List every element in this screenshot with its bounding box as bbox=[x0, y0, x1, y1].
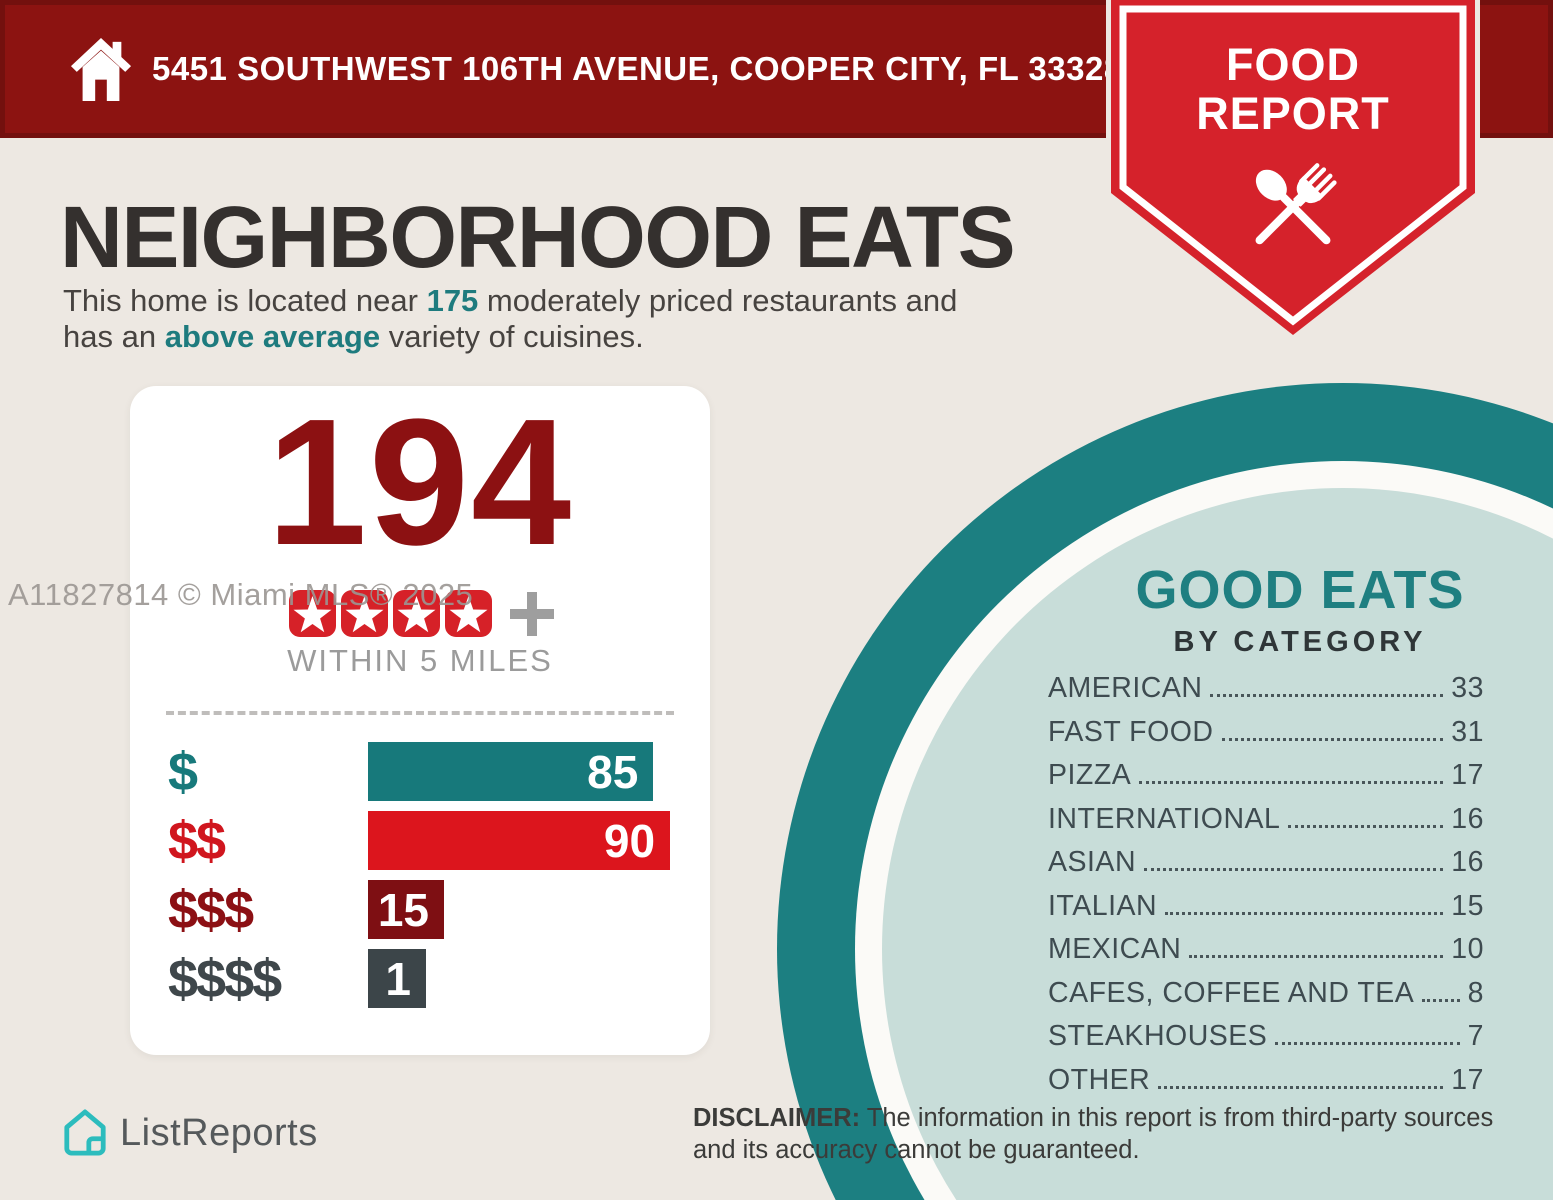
category-label: CAFES, COFFEE AND TEA bbox=[1048, 976, 1415, 1009]
price-bars-chart: $85 $$ 90 $$$ 15 $$$$ 1 bbox=[130, 742, 710, 1018]
dashed-divider bbox=[166, 711, 674, 715]
good-eats-title: GOOD EATS bbox=[1135, 560, 1465, 620]
category-row: ASIAN 16 bbox=[1048, 841, 1484, 885]
home-icon bbox=[70, 30, 132, 111]
category-row: INTERNATIONAL 16 bbox=[1048, 798, 1484, 842]
category-label: STEAKHOUSES bbox=[1048, 1020, 1268, 1053]
dotted-leader bbox=[1422, 998, 1460, 1002]
star-rating bbox=[130, 590, 710, 637]
category-label: AMERICAN bbox=[1048, 672, 1203, 705]
category-value: 16 bbox=[1451, 802, 1484, 835]
dotted-leader bbox=[1275, 1042, 1460, 1046]
radius-label: WITHIN 5 MILES bbox=[287, 643, 553, 678]
category-value: 7 bbox=[1467, 1020, 1484, 1053]
category-row: STEAKHOUSES 7 bbox=[1048, 1015, 1484, 1059]
listreports-logo-icon bbox=[64, 1109, 106, 1156]
price-bar: 1 bbox=[368, 949, 426, 1008]
good-eats-header: GOOD EATS BY CATEGORY bbox=[1050, 559, 1550, 659]
dotted-leader bbox=[1139, 781, 1444, 785]
price-bar-row: $85 bbox=[130, 741, 710, 802]
price-tier-label: $$$ bbox=[168, 879, 254, 940]
category-row: PIZZA 17 bbox=[1048, 754, 1484, 798]
price-tier-label: $$ bbox=[168, 810, 226, 871]
category-value: 17 bbox=[1451, 1063, 1484, 1096]
property-address: 5451 SOUTHWEST 106TH AVENUE, COOPER CITY… bbox=[152, 50, 1123, 87]
category-value: 31 bbox=[1451, 715, 1484, 748]
ribbon-shape bbox=[1106, 0, 1480, 342]
intro-seg4: variety of cuisines. bbox=[380, 319, 644, 354]
category-label: ASIAN bbox=[1048, 846, 1137, 879]
price-bar-row: $$$ 15 bbox=[130, 879, 710, 940]
price-tier-label: $ bbox=[168, 741, 198, 802]
listreports-brand-name: ListReports bbox=[120, 1111, 318, 1154]
category-value: 15 bbox=[1451, 889, 1484, 922]
good-eats-subtitle: BY CATEGORY bbox=[1173, 626, 1427, 658]
category-label: OTHER bbox=[1048, 1063, 1151, 1096]
category-label: ITALIAN bbox=[1048, 889, 1158, 922]
dotted-leader bbox=[1210, 694, 1444, 698]
disclaimer: DISCLAIMER: The information in this repo… bbox=[693, 1103, 1508, 1166]
category-value: 17 bbox=[1451, 759, 1484, 792]
restaurant-count-highlight: 175 bbox=[426, 283, 479, 318]
dotted-leader bbox=[1288, 824, 1444, 828]
ribbon-title-line1: FOOD bbox=[1226, 39, 1360, 90]
plus-icon bbox=[510, 591, 554, 636]
price-tier-label: $$$$ bbox=[168, 948, 282, 1009]
category-value: 8 bbox=[1467, 976, 1484, 1009]
category-row: AMERICAN 33 bbox=[1048, 667, 1484, 711]
category-label: INTERNATIONAL bbox=[1048, 802, 1281, 835]
category-list: AMERICAN 33 FAST FOOD 31 PIZZA 17 INTERNATIONA… bbox=[1048, 667, 1484, 1102]
mls-watermark: A11827814 © Miami MLS® 2025 bbox=[8, 577, 474, 612]
intro-seg2: moderately priced restaurants and bbox=[478, 283, 958, 318]
price-bar: 85 bbox=[368, 742, 654, 801]
category-value: 16 bbox=[1451, 846, 1484, 879]
category-row: FAST FOOD 31 bbox=[1048, 711, 1484, 755]
dotted-leader bbox=[1221, 737, 1444, 741]
dotted-leader bbox=[1144, 868, 1444, 872]
intro-sentence: This home is located near 175 moderately… bbox=[63, 283, 1103, 355]
ribbon-title-line2: REPORT bbox=[1196, 88, 1390, 139]
intro-seg1: This home is located near bbox=[63, 283, 427, 318]
dotted-leader bbox=[1189, 955, 1444, 959]
price-bar-row: $$$$ 1 bbox=[130, 948, 710, 1009]
disclaimer-label: DISCLAIMER: bbox=[693, 1104, 861, 1132]
price-bar-value: 15 bbox=[377, 883, 429, 936]
star-icon bbox=[288, 590, 336, 637]
listreports-brand: ListReports bbox=[62, 1108, 318, 1158]
disclaimer-text: The information in this report is from t… bbox=[693, 1104, 1494, 1164]
price-bar-value: 90 bbox=[603, 814, 656, 867]
ribbon-title: FOOD REPORT bbox=[1106, 40, 1480, 138]
price-bar-row: $$ 90 bbox=[130, 810, 710, 871]
category-row: OTHER 17 bbox=[1048, 1059, 1484, 1103]
category-row: MEXICAN 10 bbox=[1048, 928, 1484, 972]
category-value: 10 bbox=[1451, 933, 1484, 966]
dotted-leader bbox=[1165, 911, 1444, 915]
category-row: CAFES, COFFEE AND TEA 8 bbox=[1048, 972, 1484, 1016]
category-row: ITALIAN 15 bbox=[1048, 885, 1484, 929]
category-label: PIZZA bbox=[1048, 759, 1132, 792]
star-icon bbox=[392, 590, 440, 637]
variety-highlight: above average bbox=[164, 319, 381, 354]
price-bar: 15 bbox=[368, 880, 444, 939]
spoon-fork-icon bbox=[1239, 148, 1347, 267]
intro-seg3: has an bbox=[63, 319, 165, 354]
category-value: 33 bbox=[1451, 672, 1484, 705]
star-icon bbox=[340, 590, 388, 637]
category-label: FAST FOOD bbox=[1048, 715, 1214, 748]
food-report-ribbon: FOOD REPORT bbox=[1106, 0, 1480, 342]
dotted-leader bbox=[1158, 1085, 1444, 1089]
category-label: MEXICAN bbox=[1048, 933, 1182, 966]
price-bar-value: 1 bbox=[385, 952, 411, 1005]
page-title: NEIGHBORHOOD EATS bbox=[60, 189, 1016, 286]
restaurant-count: 194 bbox=[266, 382, 574, 583]
price-bar-value: 85 bbox=[587, 745, 639, 798]
star-icon bbox=[444, 590, 492, 637]
price-bar: 90 bbox=[368, 811, 671, 870]
restaurant-stat-card: 194 WITHIN 5 MILES $85 $$ 90 $$$ 15 $$$$ 1 bbox=[130, 386, 710, 1055]
